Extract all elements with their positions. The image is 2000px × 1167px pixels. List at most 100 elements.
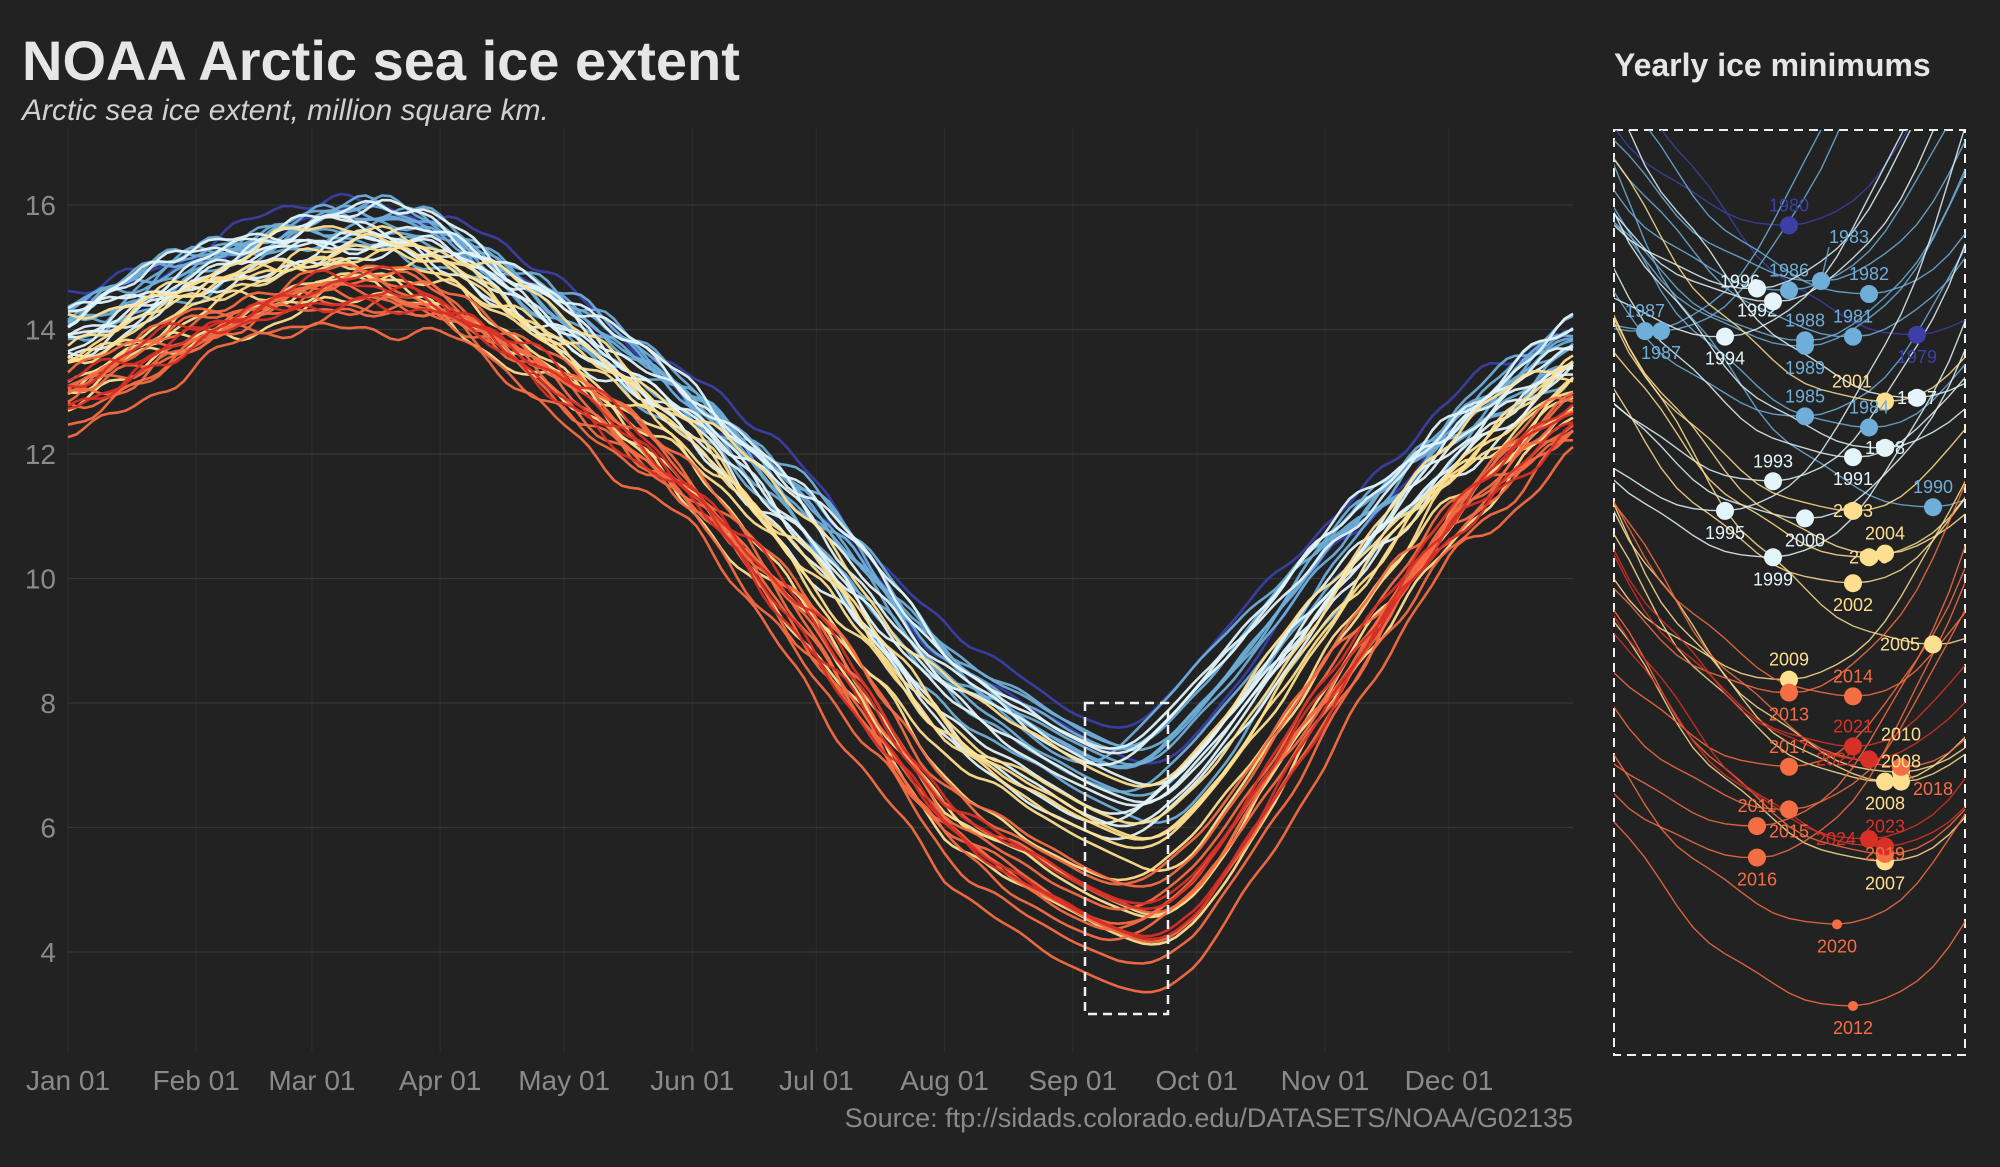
x-tick-label: May 01 bbox=[518, 1065, 610, 1096]
minimum-label: 2003 bbox=[1833, 501, 1873, 521]
minimum-label: 2008 bbox=[1865, 794, 1905, 814]
minimum-point-2024 bbox=[1860, 830, 1878, 849]
minimum-label: 2012 bbox=[1833, 1018, 1873, 1038]
minimum-point-2020 bbox=[1832, 919, 1842, 930]
minimum-point-1982 bbox=[1860, 285, 1878, 304]
x-tick-label: Oct 01 bbox=[1156, 1065, 1238, 1096]
minimum-point-2012 bbox=[1848, 1000, 1858, 1011]
minimum-point-1999 bbox=[1764, 548, 1782, 567]
minimum-point-2008 bbox=[1876, 772, 1894, 791]
inset-line-1999 bbox=[1614, 319, 1965, 559]
minimum-point-1990 bbox=[1924, 498, 1942, 517]
minimum-point-2006 bbox=[1860, 548, 1878, 567]
minimum-label: 2000 bbox=[1785, 530, 1825, 550]
minimum-point-2005 bbox=[1924, 635, 1942, 654]
year-line-2004 bbox=[67, 243, 1574, 840]
minimum-label: 1993 bbox=[1753, 451, 1793, 471]
source-note: Source: ftp://sidads.colorado.edu/DATASE… bbox=[845, 1103, 1573, 1133]
minimum-label: 1983 bbox=[1829, 227, 1869, 247]
inset-line-2021 bbox=[1614, 553, 1965, 748]
minimum-point-1992 bbox=[1748, 279, 1766, 298]
inset-line-1983 bbox=[1614, 139, 1965, 282]
minimum-label: 2021 bbox=[1833, 716, 1873, 736]
year-line-2015 bbox=[67, 281, 1574, 926]
inset-line-2004 bbox=[1614, 313, 1965, 555]
minimum-point-1996 bbox=[1764, 292, 1782, 311]
minimum-label: 1999 bbox=[1753, 569, 1793, 589]
minimum-label: 2009 bbox=[1769, 650, 1809, 670]
inset-line-2000 bbox=[1614, 348, 1965, 520]
minimum-label: 1985 bbox=[1785, 386, 1825, 406]
inset-box bbox=[1613, 129, 1966, 1056]
x-tick-label: Aug 01 bbox=[900, 1065, 989, 1096]
label-leader bbox=[1820, 246, 1830, 282]
inset-minimums bbox=[1614, 130, 1965, 1011]
minimum-label: 2006 bbox=[1849, 547, 1889, 567]
minimum-point-1984 bbox=[1860, 418, 1878, 437]
year-line-2020 bbox=[67, 307, 1574, 965]
inset-line-2018 bbox=[1614, 502, 1965, 768]
inset-labels: 1979 1980 1981 1982 1983 1984 1985 1986 1987 1987… bbox=[1625, 195, 1953, 1038]
minimum-point-2013 bbox=[1780, 683, 1798, 702]
minimum-label: 1995 bbox=[1705, 523, 1745, 543]
minimum-label: 2011 bbox=[1738, 796, 1777, 816]
minimum-label: 2001 bbox=[1832, 372, 1872, 392]
minimum-point-2004 bbox=[1876, 544, 1894, 563]
minimum-point-1987 bbox=[1636, 322, 1654, 341]
minimum-label: 2007 bbox=[1865, 873, 1905, 893]
minimum-label: 2019 bbox=[1865, 844, 1905, 864]
y-tick-label: 10 bbox=[25, 564, 56, 595]
minimum-label: 2017 bbox=[1769, 737, 1809, 757]
x-tick-label: Feb 01 bbox=[153, 1065, 240, 1096]
minimum-point-1979 bbox=[1908, 325, 1926, 344]
minimum-point-1986 bbox=[1780, 281, 1798, 300]
y-tick-label: 12 bbox=[25, 439, 56, 470]
minimum-label: 1991 bbox=[1833, 469, 1873, 489]
x-tick-label: Sep 01 bbox=[1028, 1065, 1117, 1096]
minimum-point-1980 bbox=[1780, 216, 1798, 235]
minimum-label: 1992 bbox=[1737, 300, 1777, 320]
minimum-point-1998 bbox=[1876, 438, 1894, 457]
year-line-1985 bbox=[67, 229, 1574, 794]
x-tick-label: Jul 01 bbox=[779, 1065, 854, 1096]
minimum-label: 2010 bbox=[1881, 724, 1921, 744]
inset-line-2008 bbox=[1614, 502, 1965, 783]
y-tick-label: 16 bbox=[25, 190, 56, 221]
minimum-point-1997 bbox=[1908, 388, 1926, 407]
label-leader bbox=[1900, 766, 1914, 780]
minimum-label: 1984 bbox=[1849, 397, 1889, 417]
minimum-window-box bbox=[1083, 701, 1170, 1016]
inset-line-1981 bbox=[1614, 157, 1965, 338]
year-line-2019 bbox=[67, 289, 1574, 944]
inset-line-1993 bbox=[1614, 241, 1965, 483]
inset-line-1984 bbox=[1614, 206, 1965, 429]
minimum-point-2015 bbox=[1780, 800, 1798, 819]
minimum-label: 1997 bbox=[1897, 388, 1937, 408]
inset-line-2008 bbox=[1614, 533, 1965, 783]
chart-subtitle: Arctic sea ice extent, million square km… bbox=[20, 94, 549, 127]
minimum-point-1981 bbox=[1844, 327, 1862, 346]
x-tick-label: Nov 01 bbox=[1281, 1065, 1370, 1096]
y-tick-label: 4 bbox=[40, 937, 56, 968]
chart-title: NOAA Arctic sea ice extent bbox=[22, 29, 740, 92]
year-line-1981 bbox=[67, 215, 1574, 767]
minimum-label: 2004 bbox=[1865, 524, 1905, 544]
minimum-point-2011 bbox=[1748, 817, 1766, 836]
minimum-point-1985 bbox=[1796, 407, 1814, 426]
inset-line-1998 bbox=[1614, 210, 1965, 449]
year-line-2024 bbox=[67, 284, 1574, 938]
inset-line-1995 bbox=[1614, 130, 1965, 512]
year-line-2023 bbox=[67, 296, 1574, 941]
year-line-1997 bbox=[67, 214, 1574, 787]
minimum-label: 1996 bbox=[1720, 271, 1760, 291]
x-tick-label: Dec 01 bbox=[1405, 1065, 1494, 1096]
inset-line-2006 bbox=[1614, 351, 1965, 559]
year-line-2002 bbox=[67, 254, 1574, 850]
inset-line-1994 bbox=[1614, 130, 1905, 338]
x-tick-label: Jun 01 bbox=[650, 1065, 734, 1096]
minimum-point-2023 bbox=[1876, 837, 1894, 856]
inset-line-2012 bbox=[1614, 820, 1965, 1007]
minimum-label: 1981 bbox=[1833, 307, 1873, 327]
minimum-label: 1987 bbox=[1641, 343, 1681, 363]
year-line-2003 bbox=[67, 232, 1574, 825]
